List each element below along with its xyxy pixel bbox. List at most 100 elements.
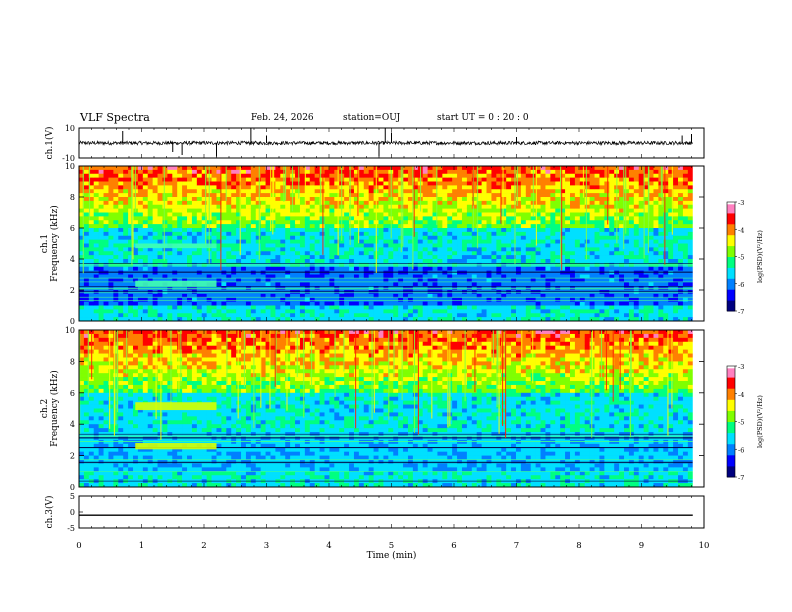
spec1-cell — [452, 177, 458, 182]
spec1-cell — [555, 305, 561, 310]
spec1-cell — [609, 262, 615, 268]
spec1-cell — [432, 255, 438, 260]
spec1-cell — [79, 297, 85, 302]
spec1-cell — [471, 297, 478, 302]
spec1-cell — [167, 293, 173, 299]
spec1-cell — [206, 305, 212, 310]
spec1-cell — [555, 301, 561, 306]
spec1-cell — [476, 204, 482, 209]
spec1-cell — [177, 166, 183, 171]
spec1-cell — [604, 200, 610, 206]
spec1-cell — [368, 228, 374, 233]
spec1-cell — [638, 204, 644, 209]
spec1-cell — [83, 266, 90, 271]
spec1-cell — [211, 313, 217, 318]
spec1-cell — [525, 235, 532, 240]
spec1-cell — [437, 317, 443, 322]
spec1-cell — [250, 247, 257, 252]
spec1-cell — [137, 259, 144, 264]
spec1-cell — [221, 247, 227, 252]
spec1-cell — [525, 297, 532, 302]
spec1-cell — [182, 224, 188, 229]
spec1-cell — [358, 282, 365, 287]
spec1-cell — [187, 297, 193, 302]
spec1-cell — [344, 247, 350, 252]
spec1-cell — [486, 231, 492, 237]
spec1-cell — [515, 224, 522, 229]
spec1-cell — [427, 278, 433, 283]
spec1-cell — [668, 173, 674, 178]
spec1-cell — [491, 181, 497, 186]
spec1-cell — [265, 212, 271, 217]
spec1-cell — [152, 293, 158, 299]
spec1-cell — [290, 301, 296, 306]
spec1-cell — [535, 235, 541, 240]
spec1-cell — [594, 274, 600, 279]
spec1-cell — [265, 313, 271, 318]
spec1-cell — [432, 305, 438, 310]
spec1-cell — [260, 243, 266, 248]
spec1-cell — [525, 197, 532, 202]
spec1-cell — [196, 231, 203, 237]
spec1-cell — [403, 224, 409, 229]
spec1-cell — [319, 197, 325, 202]
spec1-cell — [339, 262, 345, 268]
spec1-cell — [653, 274, 659, 279]
spec1-cell — [319, 278, 325, 283]
spec1-cell — [147, 317, 153, 322]
spec1-cell — [609, 290, 615, 295]
spec1-cell — [643, 169, 649, 175]
spec1-cell — [270, 239, 276, 244]
spec1-cell — [108, 301, 114, 306]
spec1-cell — [368, 313, 374, 318]
spec1-cell — [368, 274, 374, 279]
spec1-cell — [196, 193, 203, 198]
spec1-cell — [545, 181, 551, 186]
spec1-cell — [172, 169, 178, 175]
spec1-cell — [565, 200, 571, 206]
spec1-cell — [363, 220, 369, 225]
spec1-cell — [535, 166, 541, 171]
spec1-cell — [137, 297, 144, 302]
spec1-cell — [260, 166, 266, 171]
spec1-cell — [137, 313, 144, 318]
spec1-cell — [422, 259, 428, 264]
spec1-cell — [511, 193, 517, 198]
spec1-cell — [663, 197, 669, 202]
spec1-cell — [280, 228, 286, 233]
spec1-cell — [481, 297, 487, 302]
spec1-cell — [619, 239, 625, 244]
spec1-cell — [177, 239, 183, 244]
spec1-cell — [476, 216, 482, 221]
spec1-cell — [83, 228, 90, 233]
spec1-cell — [108, 224, 114, 229]
spec1-cell — [673, 266, 679, 271]
spec1-cell — [579, 173, 586, 178]
spec1-cell — [353, 224, 360, 229]
spec1-cell — [314, 235, 320, 240]
spec1-cell — [624, 197, 630, 202]
spec1-cell — [511, 309, 517, 314]
spec1-cell — [216, 189, 222, 194]
spec1-cell — [196, 247, 203, 252]
spec1-cell — [373, 305, 379, 310]
spec1-cell — [187, 220, 193, 225]
spec1-cell — [511, 266, 517, 271]
spec1-cell — [481, 278, 487, 283]
spec1-cell — [123, 216, 129, 221]
spec1-cell — [506, 251, 512, 256]
spec1-cell — [182, 301, 188, 306]
spec1-cell — [457, 309, 463, 314]
spec1-cell — [108, 274, 114, 279]
spec1-cell — [614, 313, 620, 318]
spec1-cell — [275, 266, 281, 271]
spec1-cell — [555, 220, 561, 225]
spec1-cell — [403, 259, 409, 264]
spec1-cell — [83, 297, 90, 302]
spec1-cell — [162, 247, 168, 252]
spec1-cell — [344, 193, 350, 198]
spec1-cell — [285, 193, 291, 198]
spec1-cell — [314, 169, 320, 175]
spec1-cell — [275, 274, 281, 279]
spec1-cell — [638, 274, 644, 279]
